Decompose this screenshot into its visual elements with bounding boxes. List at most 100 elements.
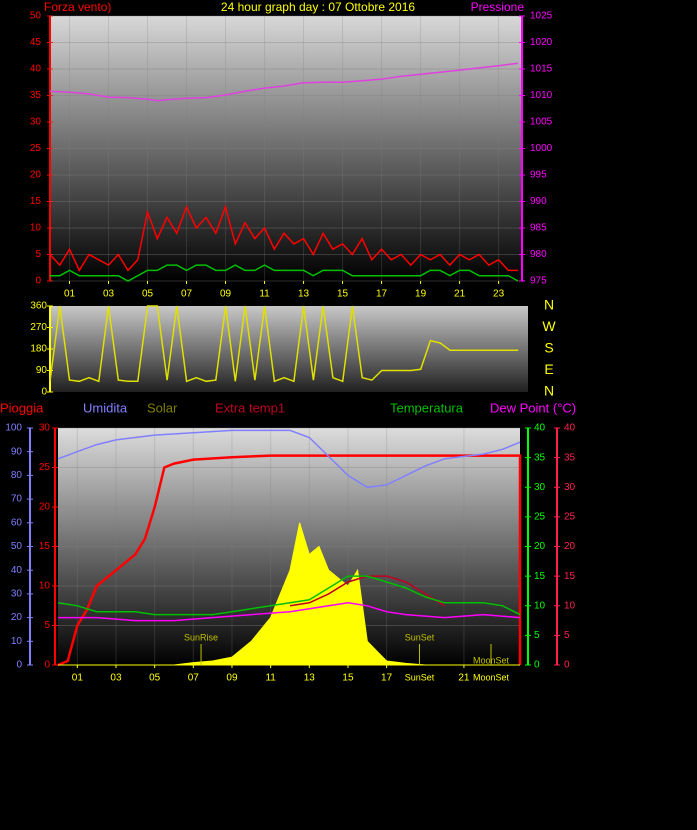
y-tick-label: 995: [530, 170, 547, 181]
x-tick-label: 09: [220, 289, 232, 300]
y-tick-label: 15: [564, 571, 576, 582]
y-axis-label: Forza vento): [44, 0, 111, 14]
y-tick-label: 1025: [530, 11, 553, 22]
y-tick-label: 60: [11, 517, 23, 528]
x-tick-label: 01: [64, 289, 76, 300]
y-tick-label: 0: [41, 387, 47, 398]
legend-entry: Dew Point (°C): [490, 400, 576, 415]
x-tick-label: 11: [259, 289, 270, 300]
y-tick-label: 5: [564, 630, 570, 641]
y-tick-label: 10: [564, 600, 576, 611]
y-tick-label: 0: [35, 276, 41, 287]
y-tick-label: 270: [30, 322, 47, 333]
y-tick-label: 180: [30, 344, 47, 355]
y-tick-label: 35: [534, 452, 546, 463]
y-tick-label: 45: [30, 37, 42, 48]
x-tick-label: 17: [376, 289, 388, 300]
x-tick-label: 05: [149, 673, 161, 684]
y-tick-label: 30: [534, 482, 546, 493]
y-tick-label: 15: [30, 196, 42, 207]
y-tick-label: 10: [39, 581, 51, 592]
annotation: MoonSet: [473, 655, 510, 665]
y-tick-label: 90: [36, 365, 48, 376]
line: [49, 305, 519, 383]
plot-area: [50, 16, 522, 281]
y-tick-label: 15: [534, 571, 546, 582]
y-tick-label: 35: [30, 90, 42, 101]
chart-title: 24 hour graph day : 07 Ottobre 2016: [221, 0, 415, 14]
axis-annotation: SunSet: [405, 672, 435, 682]
y-tick-label: 0: [534, 660, 540, 671]
y-tick-label: 20: [30, 170, 42, 181]
legend-entry: Temperatura: [390, 400, 464, 415]
y-tick-label: S: [544, 340, 553, 356]
y-tick-label: 985: [530, 223, 547, 234]
y-tick-label: 70: [11, 494, 23, 505]
y-tick-label: 30: [39, 423, 51, 434]
y-tick-label: 975: [530, 276, 547, 287]
line: [49, 204, 519, 272]
area: [58, 522, 520, 666]
y-tick-label: N: [544, 383, 554, 399]
y-tick-label: 20: [11, 612, 23, 623]
x-tick-label: 17: [381, 673, 393, 684]
y-tick-label: 30: [30, 117, 42, 128]
y-tick-label: 980: [530, 249, 547, 260]
y-tick-label: 0: [44, 660, 50, 671]
x-tick-label: 15: [342, 673, 354, 684]
y-tick-label: W: [542, 318, 556, 334]
y-tick-label: 35: [564, 452, 576, 463]
legend-entry: Umidita: [83, 400, 128, 415]
y-tick-label: 25: [39, 462, 51, 473]
line: [57, 454, 522, 667]
y-tick-label: 20: [564, 541, 576, 552]
y-tick-label: 360: [30, 301, 47, 312]
y-tick-label: E: [544, 361, 553, 377]
y-tick-label: 25: [30, 143, 42, 154]
line: [57, 575, 521, 616]
x-tick-label: 23: [493, 289, 505, 300]
y-tick-label: 40: [11, 565, 23, 576]
y-tick-label: 10: [11, 636, 23, 647]
x-tick-label: 13: [298, 289, 310, 300]
y-tick-label: 25: [564, 512, 576, 523]
y-tick-label: 10: [534, 600, 546, 611]
y-tick-label: 1020: [530, 37, 553, 48]
x-tick-label: 03: [103, 289, 115, 300]
x-tick-label: 01: [72, 673, 84, 684]
y-tick-label: 0: [16, 660, 22, 671]
x-tick-label: 07: [188, 673, 200, 684]
y-tick-label: N: [544, 297, 554, 313]
x-tick-label: 11: [265, 673, 276, 684]
y-tick-label: 100: [5, 423, 22, 434]
y-tick-label: 1005: [530, 117, 553, 128]
x-tick-label: 09: [226, 673, 238, 684]
legend-entry: Pioggia: [0, 400, 44, 415]
y2-axis-label: Pressione: [471, 0, 525, 14]
line: [50, 264, 519, 282]
y-tick-label: 25: [534, 512, 546, 523]
y-tick-label: 80: [11, 470, 23, 481]
y-tick-label: 40: [534, 423, 546, 434]
y-tick-label: 50: [30, 11, 42, 22]
y-tick-label: 40: [564, 423, 576, 434]
y-tick-label: 0: [564, 660, 570, 671]
y-tick-label: 1000: [530, 143, 553, 154]
legend-entry: Solar: [147, 400, 178, 415]
y-tick-label: 50: [11, 541, 23, 552]
x-tick-label: 03: [110, 673, 122, 684]
legend-entry: Extra temp1: [215, 400, 285, 415]
x-tick-label: 21: [454, 289, 466, 300]
x-tick-label: 19: [415, 289, 427, 300]
y-tick-label: 990: [530, 196, 547, 207]
x-tick-label: 13: [304, 673, 316, 684]
line: [57, 429, 521, 489]
axis-annotation: MoonSet: [473, 672, 510, 682]
y-tick-label: 30: [564, 482, 576, 493]
y-tick-label: 5: [35, 249, 41, 260]
x-tick-label: 05: [142, 289, 154, 300]
line: [58, 602, 521, 622]
y-tick-label: 20: [39, 502, 51, 513]
x-tick-label: 07: [181, 289, 193, 300]
